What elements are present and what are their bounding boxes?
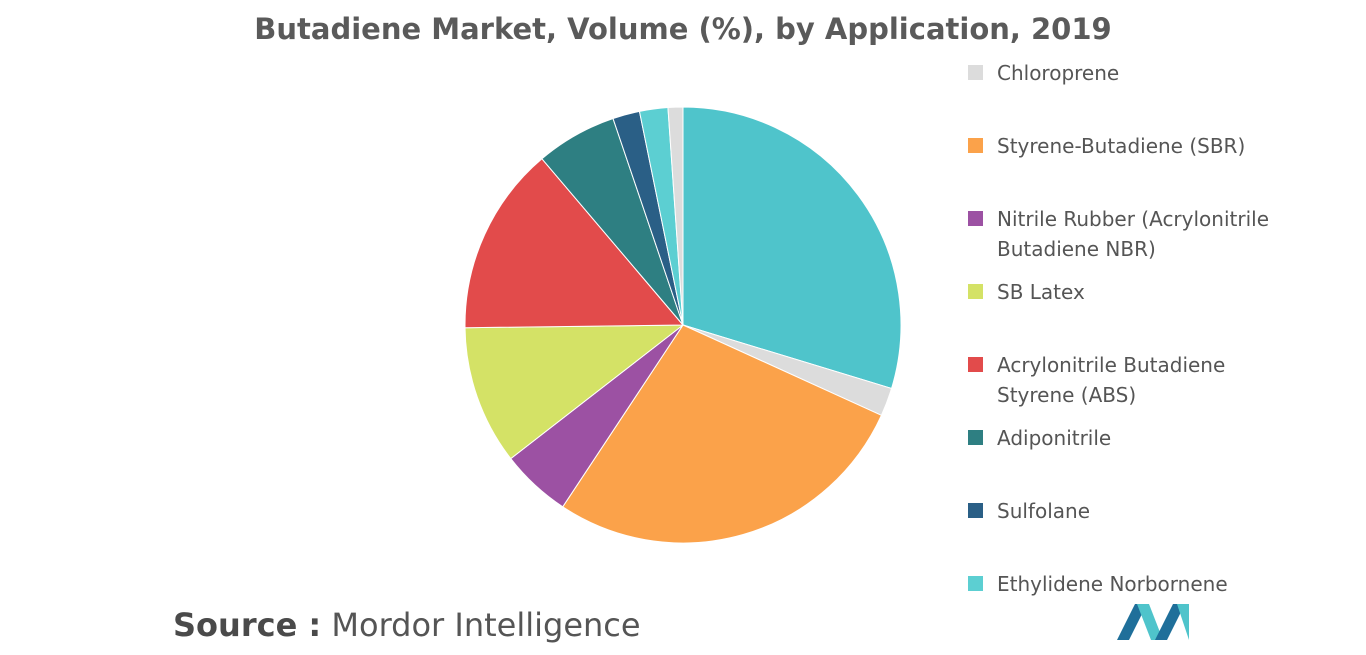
legend-label: Adiponitrile xyxy=(997,426,1112,450)
legend-item: Sulfolane xyxy=(966,496,1090,526)
legend-item: Nitrile Rubber (Acrylonitrile Butadiene … xyxy=(966,204,1306,264)
legend-item: Ethylidene Norbornene xyxy=(966,569,1228,599)
legend-item: Adiponitrile xyxy=(966,423,1111,453)
legend-swatch xyxy=(968,211,983,226)
source-name: Mordor Intelligence xyxy=(331,606,641,644)
logo xyxy=(1117,604,1189,640)
pie-slice xyxy=(562,324,883,544)
legend-swatch xyxy=(968,430,983,445)
source-label: Source : xyxy=(173,606,322,644)
legend-label: Nitrile Rubber (Acrylonitrile Butadiene … xyxy=(997,207,1270,261)
chart-title: Butadiene Market, Volume (%), by Applica… xyxy=(254,12,1112,46)
pie-slice xyxy=(667,106,684,326)
legend-label: Acrylonitrile Butadiene Styrene (ABS) xyxy=(997,353,1226,407)
pie-slice xyxy=(464,324,685,460)
source: Source : Mordor Intelligence xyxy=(173,606,641,644)
legend-item: SB Latex xyxy=(966,277,1085,307)
legend-swatch xyxy=(968,357,983,372)
legend-swatch xyxy=(968,503,983,518)
legend-swatch xyxy=(968,138,983,153)
pie-slice xyxy=(682,106,902,390)
legend-label: Chloroprene xyxy=(997,61,1120,85)
legend-label: Styrene-Butadiene (SBR) xyxy=(997,134,1246,158)
legend-item: Chloroprene xyxy=(966,58,1119,88)
pie-slice xyxy=(464,158,685,329)
legend-label: Sulfolane xyxy=(997,499,1090,523)
legend-swatch xyxy=(968,284,983,299)
legend-label: SB Latex xyxy=(997,280,1085,304)
legend-label: Ethylidene Norbornene xyxy=(997,572,1228,596)
legend-item: Acrylonitrile Butadiene Styrene (ABS) xyxy=(966,350,1306,410)
legend-swatch xyxy=(968,65,983,80)
legend-item: Styrene-Butadiene (SBR) xyxy=(966,131,1245,161)
legend-swatch xyxy=(968,576,983,591)
